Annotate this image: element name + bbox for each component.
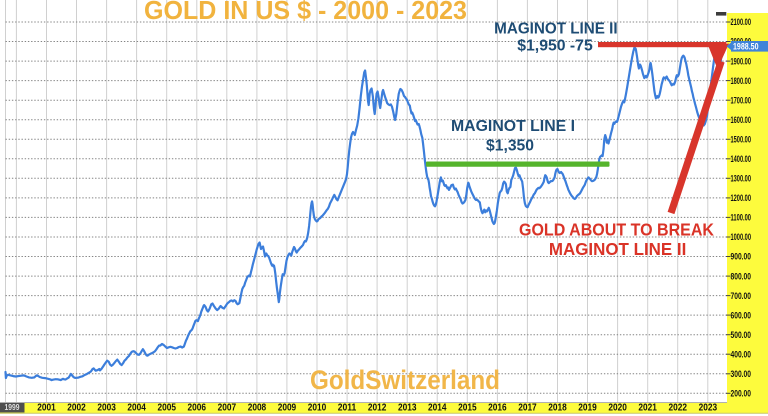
svg-text:500.00: 500.00 [731,330,752,340]
svg-text:2018: 2018 [548,402,567,413]
svg-text:2011: 2011 [338,402,357,413]
svg-text:MAGINOT LINE II: MAGINOT LINE II [494,21,618,38]
svg-text:1200.00: 1200.00 [731,193,752,203]
svg-text:2007: 2007 [218,402,237,413]
svg-text:2021: 2021 [638,402,657,413]
svg-text:2022: 2022 [669,402,688,413]
svg-text:2019: 2019 [578,402,597,413]
svg-text:700.00: 700.00 [731,291,752,301]
svg-text:200.00: 200.00 [731,389,752,399]
svg-text:300.00: 300.00 [731,369,752,379]
svg-text:1999: 1999 [5,403,20,412]
svg-text:$1,950 -75: $1,950 -75 [517,38,593,55]
svg-text:2004: 2004 [127,402,146,413]
svg-text:2017: 2017 [518,402,537,413]
svg-text:1100.00: 1100.00 [731,213,752,223]
svg-text:400.00: 400.00 [731,349,752,359]
svg-text:2006: 2006 [188,402,207,413]
svg-text:2008: 2008 [248,402,267,413]
svg-text:2009: 2009 [278,402,297,413]
svg-text:600.00: 600.00 [731,310,752,320]
svg-text:1300.00: 1300.00 [731,174,752,184]
svg-text:GOLD ABOUT TO BREAK: GOLD ABOUT TO BREAK [519,219,714,239]
svg-text:$1,350: $1,350 [486,138,534,155]
svg-text:1600.00: 1600.00 [731,115,752,125]
svg-text:2005: 2005 [158,402,177,413]
svg-text:MAGINOT LINE II: MAGINOT LINE II [549,239,687,259]
svg-text:2014: 2014 [428,402,447,413]
svg-text:1400.00: 1400.00 [731,154,752,164]
svg-text:1800.00: 1800.00 [731,76,752,86]
svg-text:2013: 2013 [398,402,417,413]
svg-text:2015: 2015 [458,402,477,413]
svg-text:900.00: 900.00 [731,252,752,262]
svg-text:2010: 2010 [308,402,327,413]
svg-text:2020: 2020 [608,402,627,413]
svg-text:2002: 2002 [67,402,86,413]
svg-text:2023: 2023 [699,402,718,413]
svg-text:1700.00: 1700.00 [731,95,752,105]
svg-text:2100.00: 2100.00 [731,17,752,27]
svg-text:1988.50: 1988.50 [733,42,759,53]
svg-text:2003: 2003 [97,402,116,413]
svg-text:2016: 2016 [488,402,507,413]
svg-text:GOLD IN US $ - 2000 - 2023: GOLD IN US $ - 2000 - 2023 [144,0,467,25]
svg-text:1500.00: 1500.00 [731,135,752,145]
svg-text:1900.00: 1900.00 [731,56,752,66]
svg-text:800.00: 800.00 [731,271,752,281]
svg-text:2001: 2001 [37,402,56,413]
svg-text:GoldSwitzerland: GoldSwitzerland [310,365,500,395]
svg-text:2012: 2012 [368,402,387,413]
svg-text:1000.00: 1000.00 [731,232,752,242]
svg-text:MAGINOT LINE I: MAGINOT LINE I [451,118,575,135]
